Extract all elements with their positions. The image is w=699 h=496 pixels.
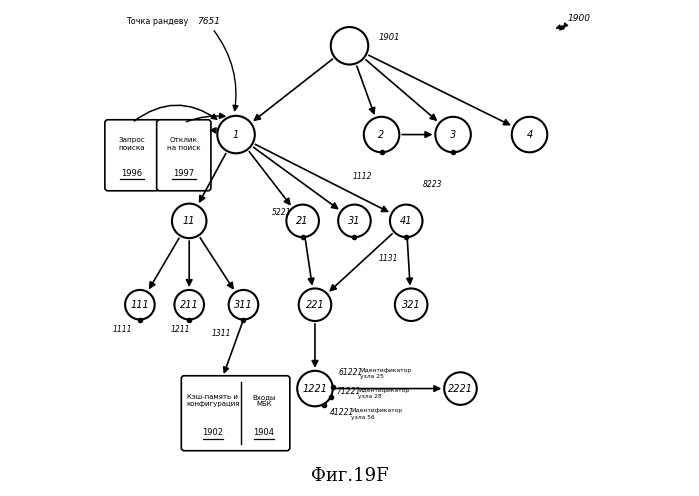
Circle shape	[363, 117, 399, 152]
FancyBboxPatch shape	[105, 120, 159, 191]
Text: Отклик
на поиск: Отклик на поиск	[167, 137, 201, 151]
Text: Идентификатор
узла 28: Идентификатор узла 28	[359, 388, 410, 399]
Text: 111: 111	[131, 300, 150, 310]
Text: Идентификатор
узла 25: Идентификатор узла 25	[361, 368, 412, 379]
Circle shape	[512, 117, 547, 152]
Text: 41: 41	[400, 216, 412, 226]
Text: 7651: 7651	[198, 16, 221, 26]
Text: 5221: 5221	[272, 208, 291, 217]
Text: 11: 11	[183, 216, 196, 226]
Circle shape	[287, 204, 319, 237]
Text: 61221: 61221	[338, 368, 363, 377]
Text: 1111: 1111	[113, 325, 132, 334]
Text: 1112: 1112	[352, 172, 372, 181]
Text: 4: 4	[526, 129, 533, 139]
Text: 8223: 8223	[422, 180, 442, 189]
Text: Кэш-память и
конфигурация: Кэш-память и конфигурация	[186, 394, 240, 407]
Text: 1131: 1131	[379, 254, 398, 263]
Circle shape	[331, 27, 368, 64]
Text: 1221: 1221	[303, 383, 327, 393]
Circle shape	[444, 372, 477, 405]
Text: 41221: 41221	[330, 408, 354, 417]
Text: 21: 21	[296, 216, 309, 226]
Text: 1311: 1311	[211, 329, 231, 338]
Text: 2: 2	[378, 129, 384, 139]
Text: 1997: 1997	[173, 169, 194, 178]
Circle shape	[435, 117, 471, 152]
Text: Фиг.19F: Фиг.19F	[310, 467, 389, 485]
Circle shape	[229, 290, 258, 319]
Circle shape	[395, 289, 427, 321]
Text: 1: 1	[233, 129, 239, 139]
Circle shape	[297, 371, 333, 406]
FancyBboxPatch shape	[181, 376, 290, 451]
Text: 311: 311	[234, 300, 253, 310]
Text: 71221: 71221	[337, 387, 361, 396]
Circle shape	[217, 116, 255, 153]
Text: 1996: 1996	[122, 169, 143, 178]
Text: Идентификатор
узла 56: Идентификатор узла 56	[352, 408, 403, 420]
Circle shape	[125, 290, 154, 319]
Circle shape	[175, 290, 204, 319]
Text: 31: 31	[348, 216, 361, 226]
Text: Входы
МБК: Входы МБК	[252, 394, 275, 407]
Text: 3: 3	[450, 129, 456, 139]
Text: Точка рандеву: Точка рандеву	[127, 16, 189, 26]
Text: 1211: 1211	[171, 325, 190, 334]
Text: 221: 221	[305, 300, 324, 310]
Text: 1901: 1901	[378, 33, 400, 42]
FancyBboxPatch shape	[157, 120, 211, 191]
Circle shape	[390, 204, 422, 237]
Text: 211: 211	[180, 300, 199, 310]
Text: 1900: 1900	[568, 14, 591, 23]
Circle shape	[172, 204, 206, 238]
Circle shape	[298, 289, 331, 321]
Text: 321: 321	[402, 300, 421, 310]
Text: Запрос
поиска: Запрос поиска	[119, 137, 145, 151]
Text: 1904: 1904	[254, 428, 275, 437]
Circle shape	[338, 204, 370, 237]
Text: 1902: 1902	[202, 428, 223, 437]
Text: 2221: 2221	[448, 383, 473, 393]
